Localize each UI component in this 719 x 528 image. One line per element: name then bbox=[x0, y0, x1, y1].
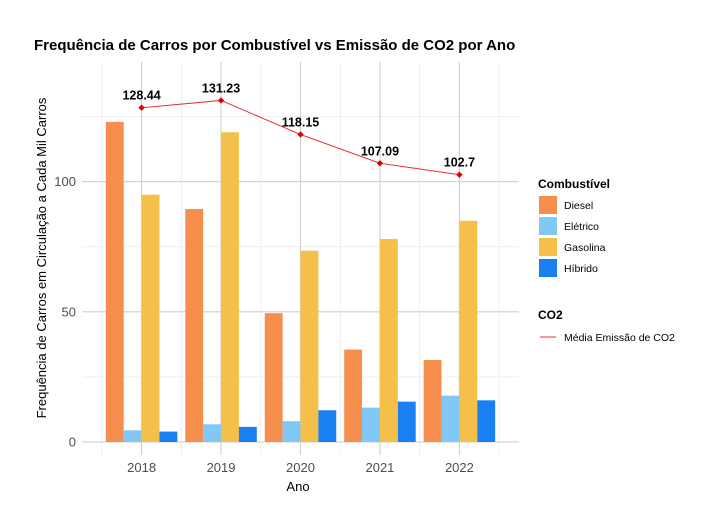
bars bbox=[105, 121, 496, 442]
x-tick-label: 2022 bbox=[445, 460, 474, 475]
bar-gasolina-2018 bbox=[141, 194, 160, 442]
bar-híbrido-2019 bbox=[238, 426, 257, 442]
y-axis-label: Frequência de Carros em Circulação a Cad… bbox=[34, 97, 49, 418]
bar-diesel-2022 bbox=[423, 360, 442, 442]
co2-data-label: 118.15 bbox=[282, 115, 320, 129]
legend-co2-title: CO2 bbox=[538, 308, 563, 322]
y-tick-label: 0 bbox=[69, 434, 76, 449]
co2-data-label: 102.7 bbox=[444, 156, 475, 170]
bar-híbrido-2021 bbox=[397, 401, 416, 442]
x-tick-label: 2019 bbox=[207, 460, 236, 475]
bar-diesel-2020 bbox=[264, 313, 283, 442]
chart-title: Frequência de Carros por Combustível vs … bbox=[34, 37, 515, 54]
co2-data-label: 128.44 bbox=[122, 89, 160, 103]
bar-diesel-2019 bbox=[185, 209, 204, 442]
bar-híbrido-2022 bbox=[477, 400, 496, 442]
legend-label: Diesel bbox=[564, 200, 593, 212]
bar-gasolina-2020 bbox=[300, 250, 319, 442]
x-tick-label: 2018 bbox=[127, 460, 156, 475]
co2-line: 128.44 131.23 118.15 107.09 102.7 bbox=[122, 81, 475, 178]
legend-swatch-diesel bbox=[539, 196, 557, 214]
bar-elétrico-2021 bbox=[362, 407, 380, 442]
legend-fuel-title: Combustível bbox=[538, 177, 610, 191]
co2-data-label: 131.23 bbox=[202, 81, 240, 95]
bar-elétrico-2022 bbox=[441, 395, 460, 442]
bar-diesel-2021 bbox=[344, 349, 363, 442]
legend-label: Híbrido bbox=[564, 263, 598, 275]
legend: Combustível CO2 Diesel Elétrico Gasolina Hí… bbox=[538, 177, 675, 344]
bar-gasolina-2019 bbox=[221, 132, 239, 442]
x-tick-label: 2021 bbox=[365, 460, 394, 475]
bar-gasolina-2021 bbox=[379, 238, 398, 442]
legend-swatch-elétrico bbox=[539, 217, 557, 235]
legend-label: Gasolina bbox=[564, 242, 606, 254]
y-tick-label: 100 bbox=[54, 174, 76, 189]
co2-point bbox=[297, 131, 304, 138]
legend-label-co2: Média Emissão de CO2 bbox=[564, 332, 675, 344]
x-axis-label: Ano bbox=[286, 479, 309, 494]
bar-gasolina-2022 bbox=[459, 220, 478, 442]
co2-point bbox=[217, 97, 225, 104]
legend-swatch-híbrido bbox=[539, 259, 557, 277]
bar-híbrido-2018 bbox=[159, 431, 178, 442]
legend-swatch-gasolina bbox=[539, 238, 557, 256]
legend-label: Elétrico bbox=[564, 221, 599, 233]
bar-elétrico-2018 bbox=[123, 430, 142, 442]
co2-point bbox=[376, 160, 384, 167]
y-tick-label: 50 bbox=[62, 304, 76, 319]
co2-point bbox=[138, 104, 145, 111]
co2-data-label: 107.09 bbox=[361, 144, 399, 158]
bar-elétrico-2019 bbox=[203, 424, 222, 442]
axes: 0 50 100 2018 2019 2020 2021 2022 bbox=[54, 174, 474, 475]
bar-elétrico-2020 bbox=[282, 421, 301, 442]
x-tick-label: 2020 bbox=[286, 460, 315, 475]
co2-point bbox=[456, 171, 463, 178]
bar-híbrido-2020 bbox=[318, 410, 337, 442]
bar-diesel-2018 bbox=[105, 121, 124, 442]
